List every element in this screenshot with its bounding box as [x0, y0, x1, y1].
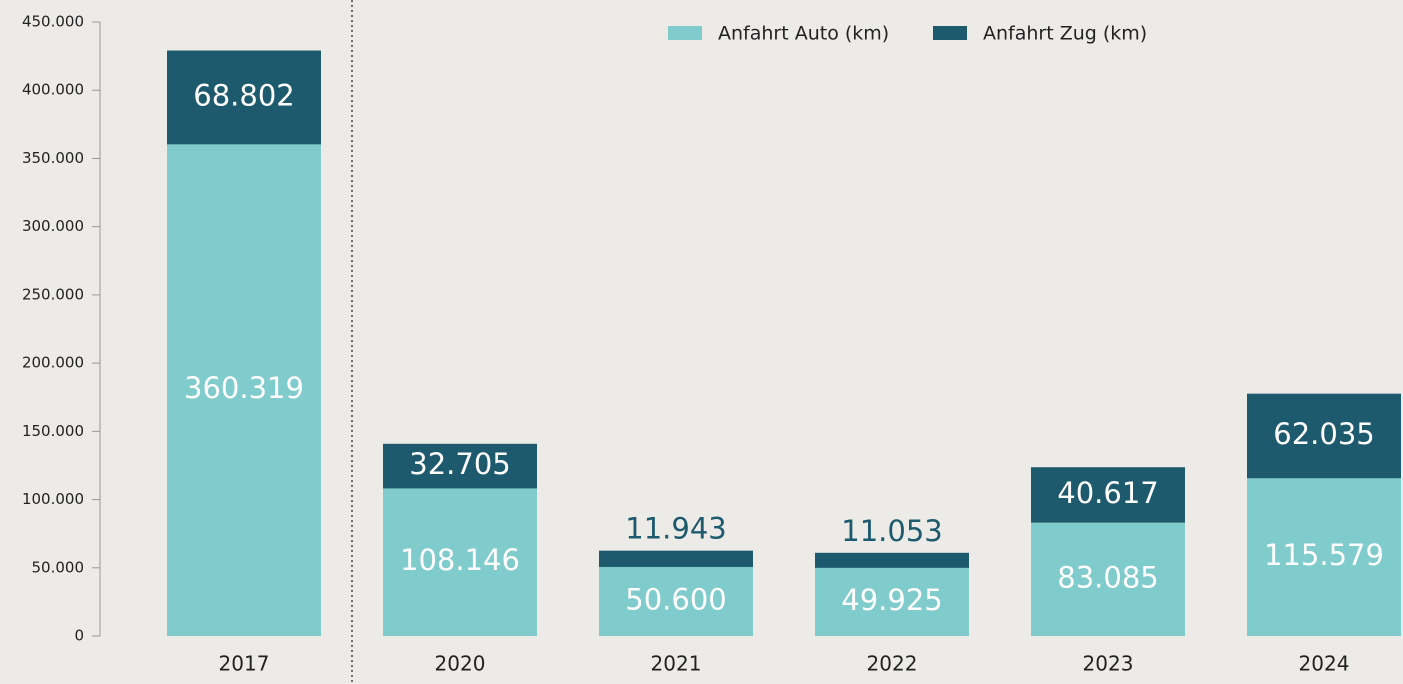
bar-segment — [815, 567, 969, 636]
bar-segment — [599, 550, 753, 567]
bar-segment — [383, 488, 537, 636]
x-tick-label: 2023 — [1083, 652, 1134, 676]
data-label: 11.943 — [625, 512, 726, 546]
bar-segment — [815, 552, 969, 568]
data-label: 115.579 — [1264, 538, 1384, 572]
data-label: 50.600 — [625, 582, 726, 616]
bar-segment — [167, 144, 321, 636]
data-label: 32.705 — [409, 447, 510, 481]
legend-swatch — [668, 26, 702, 40]
y-tick-label: 0 — [74, 627, 84, 645]
data-label: 68.802 — [193, 78, 294, 112]
x-tick-label: 2017 — [219, 652, 270, 676]
y-tick-label: 150.000 — [22, 422, 84, 440]
data-label: 49.925 — [841, 583, 942, 617]
data-label: 40.617 — [1057, 476, 1158, 510]
y-tick-label: 200.000 — [22, 354, 84, 372]
data-label: 108.146 — [400, 543, 520, 577]
y-tick-label: 350.000 — [22, 149, 84, 167]
bar-segment — [167, 50, 321, 145]
data-label: 11.053 — [841, 514, 942, 548]
bar-segment — [383, 443, 537, 489]
bar-segment — [599, 566, 753, 636]
bar-segment — [1247, 478, 1401, 636]
x-tick-label: 2022 — [867, 652, 918, 676]
x-tick-label: 2021 — [651, 652, 702, 676]
y-tick-label: 400.000 — [22, 81, 84, 99]
data-label: 83.085 — [1057, 560, 1158, 594]
bar-segment — [1031, 522, 1185, 636]
y-tick-label: 250.000 — [22, 285, 84, 303]
y-tick-label: 450.000 — [22, 13, 84, 31]
x-tick-label: 2020 — [435, 652, 486, 676]
y-tick-label: 50.000 — [32, 558, 85, 576]
y-tick-label: 300.000 — [22, 217, 84, 235]
bar-segment — [1031, 467, 1185, 523]
data-label: 360.319 — [184, 371, 304, 405]
y-tick-label: 100.000 — [22, 490, 84, 508]
x-tick-label: 2024 — [1299, 652, 1350, 676]
legend-swatch — [933, 26, 967, 40]
data-label: 62.035 — [1273, 417, 1374, 451]
bar-segment — [1247, 393, 1401, 479]
legend-label: Anfahrt Auto (km) — [718, 23, 889, 45]
legend-label: Anfahrt Zug (km) — [983, 23, 1147, 45]
